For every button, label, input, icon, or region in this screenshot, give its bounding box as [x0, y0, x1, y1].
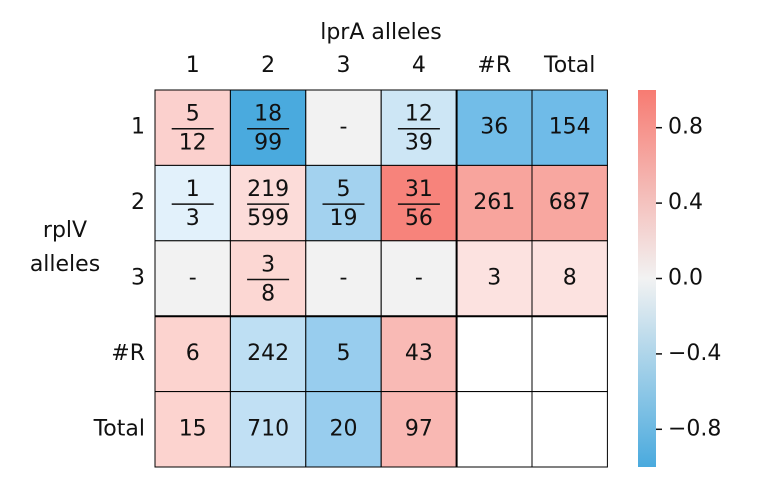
numerator: 18 — [254, 102, 282, 127]
column-label: #R — [477, 53, 511, 78]
cell — [305, 164, 382, 242]
cell — [531, 315, 608, 393]
cell — [531, 164, 608, 242]
cell — [305, 240, 382, 317]
column-label: 3 — [337, 53, 351, 78]
numerator: 3 — [261, 253, 275, 278]
denominator: 99 — [254, 131, 282, 156]
cell — [154, 89, 231, 166]
cell-value: 3 — [487, 266, 501, 291]
cell-value: 6 — [186, 341, 200, 366]
cell-value: 710 — [247, 416, 289, 441]
column-label: 2 — [261, 53, 275, 78]
cell — [229, 240, 307, 317]
cell-value: 15 — [179, 416, 207, 441]
cell — [305, 391, 382, 468]
numerator: 219 — [247, 177, 289, 202]
denominator: 39 — [405, 131, 433, 156]
colorbar-tick-label: −0.8 — [668, 416, 721, 441]
denominator: 8 — [261, 282, 275, 307]
colorbar-tick-label: 0.4 — [668, 190, 703, 215]
y-axis-label: rplV alleles — [30, 218, 100, 277]
row-label: 1 — [131, 115, 145, 140]
cell — [380, 240, 458, 317]
denominator: 19 — [330, 206, 358, 231]
cell — [229, 391, 307, 468]
cell — [305, 315, 382, 393]
cell — [380, 391, 458, 468]
denominator: 3 — [186, 206, 200, 231]
numerator: 5 — [337, 177, 351, 202]
cell — [456, 391, 533, 468]
cell-value: 687 — [549, 190, 591, 215]
cell-value: - — [340, 266, 348, 291]
cell-value: - — [340, 115, 348, 140]
x-axis-label: lprA alleles — [320, 20, 442, 45]
cell — [380, 164, 458, 242]
cell — [531, 391, 608, 468]
numerator: 1 — [186, 177, 200, 202]
cell — [154, 315, 231, 393]
cell — [229, 315, 307, 393]
colorbar-tick-label: 0.8 — [668, 115, 703, 140]
cell-value: - — [415, 266, 423, 291]
cell — [456, 315, 533, 393]
numerator: 12 — [405, 102, 433, 127]
cell-value: - — [189, 266, 197, 291]
cell-value: 43 — [405, 341, 433, 366]
cell-value: 36 — [480, 115, 508, 140]
cell — [154, 391, 231, 468]
numerator: 31 — [405, 177, 433, 202]
cell — [229, 89, 307, 166]
cell — [531, 240, 608, 317]
row-label: 2 — [131, 190, 145, 215]
numerator: 5 — [186, 102, 200, 127]
colorbar-tick-label: 0.0 — [668, 266, 703, 291]
colorbar — [638, 90, 656, 467]
cell-value: 8 — [563, 266, 577, 291]
column-label: 1 — [186, 53, 200, 78]
cell-value: 261 — [473, 190, 515, 215]
cell-value: 20 — [330, 416, 358, 441]
denominator: 12 — [179, 131, 207, 156]
cell — [154, 164, 231, 242]
cell-value: 97 — [405, 416, 433, 441]
cell — [380, 89, 458, 166]
cell — [456, 164, 533, 242]
cell-value: 154 — [549, 115, 591, 140]
colorbar-tick-label: −0.4 — [668, 341, 721, 366]
denominator: 599 — [247, 206, 289, 231]
column-label: Total — [543, 53, 595, 78]
column-label: 4 — [412, 53, 426, 78]
row-label: Total — [93, 416, 145, 441]
denominator: 56 — [405, 206, 433, 231]
cell — [305, 89, 382, 166]
cell-value: 242 — [247, 341, 289, 366]
cell — [456, 240, 533, 317]
row-label: 3 — [131, 266, 145, 291]
cell-value: 5 — [337, 341, 351, 366]
row-label: #R — [111, 341, 145, 366]
cell — [154, 240, 231, 317]
